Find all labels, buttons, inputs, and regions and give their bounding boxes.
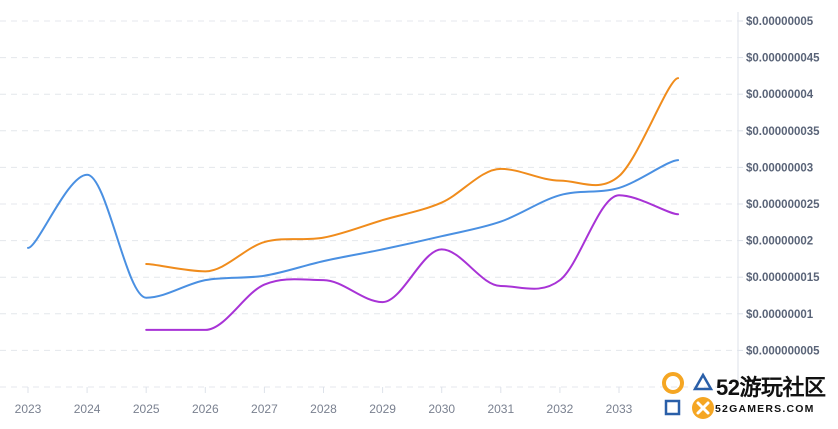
y-axis-tick-labels: $0.000000005 $0.00000001 $0.000000015 $0.00… — [746, 16, 820, 357]
y-tick-label: $0.000000045 — [746, 53, 820, 65]
y-tick-label: $0.00000001 — [746, 309, 814, 321]
y-tick-label: $0.000000015 — [746, 272, 820, 284]
y-tick-label: $0.00000003 — [746, 162, 813, 174]
x-axis-tick-labels: 2023 2024 2025 2026 2027 2028 2029 2030 2031 2032… — [15, 402, 633, 416]
y-tick-label: $0.00000005 — [746, 16, 814, 28]
y-tick-label: $0.000000035 — [746, 126, 820, 138]
x-tick-label: 2030 — [428, 402, 455, 416]
y-tick-label: $0.00000004 — [746, 89, 814, 101]
x-tick-label: 2031 — [487, 402, 514, 416]
watermark-url: 52GAMERS.COM — [715, 403, 815, 415]
y-tick-label: $0.00000002 — [746, 236, 813, 248]
triangle-icon — [692, 372, 714, 391]
x-tick-label: 2027 — [251, 402, 278, 416]
x-tick-label: 2024 — [74, 402, 101, 416]
grid-lines — [0, 20, 738, 388]
y-tick-label: $0.000000005 — [746, 345, 820, 357]
x-tick-label: 2025 — [133, 402, 160, 416]
x-tick-label: 2023 — [15, 402, 42, 416]
x-tick-label: 2033 — [606, 402, 633, 416]
series-line-2 — [145, 77, 680, 273]
x-tick-label: 2032 — [547, 402, 574, 416]
x-tick-label: 2029 — [369, 402, 396, 416]
watermark-title: 52游玩社区 — [716, 375, 826, 400]
y-tick-label: $0.000000025 — [746, 199, 820, 211]
x-tick-label: 2028 — [310, 402, 337, 416]
series-line-1 — [27, 159, 680, 299]
watermark-icons — [662, 372, 714, 419]
x-tick-label: 2026 — [192, 402, 219, 416]
square-icon — [664, 399, 681, 416]
series-lines — [27, 77, 680, 331]
axes — [27, 12, 743, 393]
cross-icon — [696, 401, 710, 415]
watermark-logo: 52游玩社区 52GAMERS.COM — [660, 370, 832, 422]
series-line-3 — [145, 194, 680, 331]
circle-icon — [662, 372, 684, 394]
